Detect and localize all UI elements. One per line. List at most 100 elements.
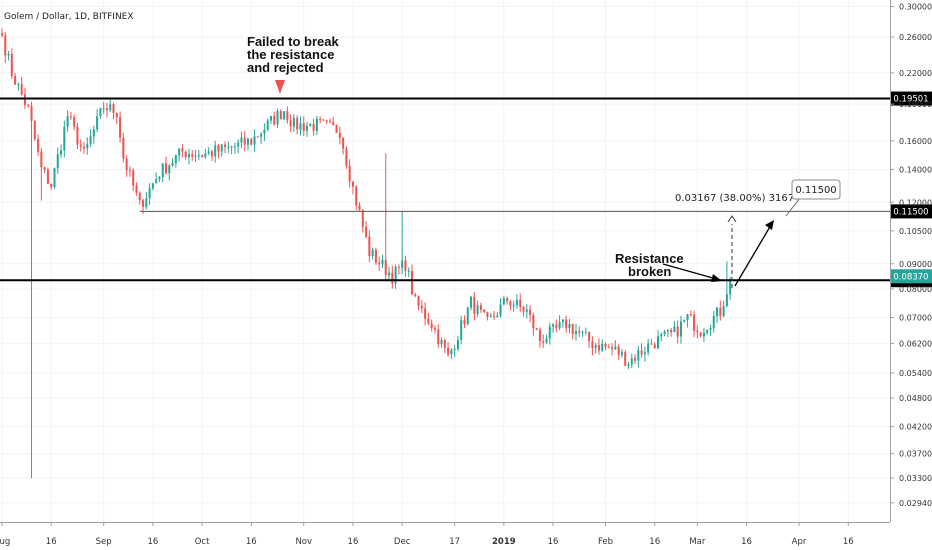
candle-body bbox=[581, 331, 584, 333]
y-tick-label: 0.22000 bbox=[899, 69, 932, 78]
x-tick-label: 16 bbox=[46, 537, 57, 547]
callout-box[interactable] bbox=[791, 179, 841, 200]
candle-body bbox=[355, 186, 358, 206]
candle-body bbox=[499, 304, 502, 316]
annotation-line-2: the resistance bbox=[247, 47, 334, 62]
candle-body bbox=[220, 144, 223, 152]
candle-body bbox=[168, 165, 171, 174]
candle-body bbox=[535, 328, 538, 330]
candle-body bbox=[653, 344, 656, 349]
projection[interactable]: 0.11500 bbox=[734, 179, 841, 287]
candle-body bbox=[112, 104, 115, 114]
measure-label: 0.03167 (38.00%) 3167 bbox=[675, 193, 794, 204]
candle-body bbox=[23, 94, 26, 105]
candle-body bbox=[181, 148, 184, 152]
candle-body bbox=[210, 151, 213, 157]
candle-body bbox=[240, 137, 243, 143]
candle-body bbox=[611, 347, 614, 350]
candle-body bbox=[673, 326, 676, 333]
candle-body bbox=[63, 126, 66, 151]
candle-body bbox=[384, 259, 387, 275]
candle-body bbox=[302, 123, 305, 131]
candle-body bbox=[89, 136, 92, 144]
candle-body bbox=[492, 315, 496, 317]
candle-body bbox=[276, 110, 279, 125]
x-tick-label: Mar bbox=[689, 537, 706, 547]
candle-body bbox=[351, 181, 354, 187]
x-tick-label: Oct bbox=[195, 537, 210, 547]
candle-body bbox=[430, 323, 433, 329]
y-tick-label: 0.04200 bbox=[899, 423, 932, 432]
callout-label: 0.11500 bbox=[795, 185, 836, 196]
candle-body bbox=[532, 315, 535, 329]
candle-body bbox=[102, 108, 105, 110]
candle-body bbox=[617, 346, 620, 356]
candle-body bbox=[404, 260, 407, 271]
candle-body bbox=[230, 146, 233, 148]
candle-body bbox=[509, 301, 512, 306]
candle-body bbox=[122, 137, 125, 159]
candle-body bbox=[679, 321, 682, 337]
candle-body bbox=[630, 358, 633, 365]
price-axis[interactable]: 0.30000 0.26000 0.22000 0.19000 0.16000 0.140… bbox=[890, 3, 932, 508]
y-tick-label: 0.02940 bbox=[899, 499, 932, 508]
candle-body bbox=[719, 307, 722, 317]
candle-body bbox=[512, 305, 515, 307]
y-tick-label: 0.03300 bbox=[899, 474, 932, 483]
callout-pointer bbox=[785, 197, 801, 217]
candle-body bbox=[506, 298, 509, 302]
candle-body bbox=[716, 307, 719, 316]
breakout-line-2: broken bbox=[628, 264, 671, 279]
candle-body bbox=[555, 324, 558, 328]
measure-tool[interactable]: 0.03167 (38.00%) 3167 bbox=[675, 193, 794, 288]
candle-body bbox=[702, 332, 705, 337]
candle-body bbox=[489, 315, 492, 317]
candle-body bbox=[689, 314, 692, 316]
candle-body bbox=[447, 347, 450, 355]
candle-body bbox=[729, 279, 732, 295]
y-tick-label: 0.03700 bbox=[899, 450, 932, 459]
candle-body bbox=[663, 331, 666, 335]
candle-body bbox=[552, 324, 555, 327]
candle-body bbox=[643, 352, 646, 355]
candle-body bbox=[105, 108, 108, 111]
candle-body bbox=[361, 210, 364, 227]
candle-body bbox=[92, 129, 95, 137]
candle-body bbox=[4, 35, 7, 56]
candle-body bbox=[138, 192, 141, 201]
candle-body bbox=[591, 341, 594, 349]
candle-body bbox=[706, 329, 709, 333]
candle-body bbox=[7, 54, 10, 56]
y-tick-label: 0.19000 bbox=[899, 100, 932, 109]
annotation-line-3: and rejected bbox=[247, 60, 324, 75]
down-arrow-icon bbox=[275, 80, 285, 94]
candle-body bbox=[483, 309, 486, 313]
candle-body bbox=[273, 116, 276, 125]
candle-body bbox=[283, 111, 286, 120]
candle-body bbox=[246, 138, 250, 145]
candle-body bbox=[660, 334, 663, 337]
candle-body bbox=[135, 185, 138, 193]
candle-body bbox=[332, 121, 335, 125]
candle-body bbox=[53, 168, 56, 188]
x-tick-label: Apr bbox=[792, 537, 807, 547]
candle-body bbox=[56, 154, 59, 169]
candle-body bbox=[476, 305, 479, 314]
candle-body bbox=[145, 198, 148, 207]
candle-body bbox=[82, 146, 86, 149]
candle-body bbox=[348, 165, 351, 182]
last-price-tag bbox=[891, 269, 932, 284]
candle-body bbox=[197, 155, 200, 157]
candle-body bbox=[666, 330, 669, 332]
y-tick-label: 0.06200 bbox=[899, 339, 932, 348]
candle-body bbox=[709, 327, 712, 330]
candle-body bbox=[453, 348, 456, 350]
time-axis[interactable]: Aug 16 Sep 16 Oct 16 Nov 16 Dec 17 2019 16 Feb 16 Mar 1… bbox=[0, 522, 854, 547]
x-tick-label: 16 bbox=[147, 537, 158, 547]
candle-body bbox=[670, 330, 673, 333]
candle-body bbox=[260, 133, 263, 137]
level-price-label: 0.19501 bbox=[893, 95, 928, 105]
candles bbox=[0, 28, 732, 479]
